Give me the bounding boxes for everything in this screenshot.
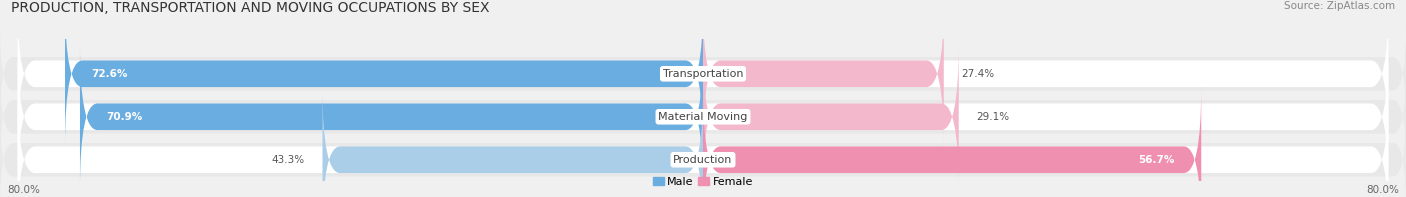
Text: Source: ZipAtlas.com: Source: ZipAtlas.com [1284, 1, 1395, 11]
Text: 43.3%: 43.3% [271, 155, 305, 165]
Text: Transportation: Transportation [662, 69, 744, 79]
Text: 80.0%: 80.0% [7, 185, 39, 195]
FancyBboxPatch shape [65, 1, 703, 146]
Text: 70.9%: 70.9% [107, 112, 142, 122]
Text: Material Moving: Material Moving [658, 112, 748, 122]
FancyBboxPatch shape [703, 87, 1201, 197]
FancyBboxPatch shape [18, 87, 1389, 197]
FancyBboxPatch shape [0, 26, 1406, 122]
Text: 27.4%: 27.4% [962, 69, 994, 79]
FancyBboxPatch shape [703, 44, 959, 189]
FancyBboxPatch shape [18, 44, 1389, 189]
FancyBboxPatch shape [703, 1, 943, 146]
Text: 72.6%: 72.6% [91, 69, 128, 79]
Text: PRODUCTION, TRANSPORTATION AND MOVING OCCUPATIONS BY SEX: PRODUCTION, TRANSPORTATION AND MOVING OC… [11, 1, 489, 15]
FancyBboxPatch shape [80, 44, 703, 189]
FancyBboxPatch shape [0, 69, 1406, 164]
FancyBboxPatch shape [322, 87, 703, 197]
Text: 56.7%: 56.7% [1139, 155, 1175, 165]
Text: 29.1%: 29.1% [976, 112, 1010, 122]
Legend: Male, Female: Male, Female [648, 172, 758, 191]
FancyBboxPatch shape [18, 1, 1389, 146]
Text: Production: Production [673, 155, 733, 165]
FancyBboxPatch shape [0, 112, 1406, 197]
Text: 80.0%: 80.0% [1367, 185, 1399, 195]
